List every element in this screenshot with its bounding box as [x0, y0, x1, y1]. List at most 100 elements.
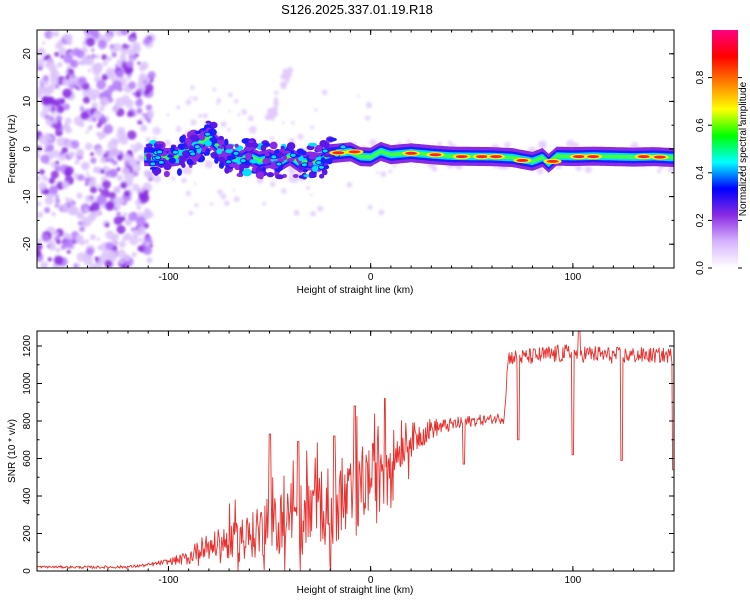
ridge-blob — [193, 144, 201, 150]
noise-blob — [127, 44, 131, 48]
noise-blob — [132, 183, 140, 192]
ridge-blob — [204, 131, 211, 137]
noise-blob — [96, 184, 100, 188]
noise-blob — [75, 148, 84, 157]
noise-blob — [91, 48, 95, 52]
noise-blob — [64, 170, 71, 177]
noise-blob — [145, 104, 153, 111]
noise-blob — [126, 60, 134, 69]
noise-blob — [103, 124, 114, 134]
noise-blob — [281, 188, 287, 194]
noise-blob — [376, 171, 380, 175]
noise-blob — [132, 91, 136, 96]
noise-blob — [216, 102, 219, 106]
noise-blob — [237, 113, 241, 117]
noise-blob — [262, 201, 266, 206]
ridge-blob — [146, 153, 152, 162]
noise-blob — [388, 169, 393, 174]
noise-blob — [101, 54, 108, 61]
noise-blob — [41, 233, 50, 242]
noise-blob — [123, 212, 128, 217]
ridge-blob — [234, 143, 239, 148]
ridge-blob — [308, 142, 317, 147]
snr-ylabel: SNR (10 * v/v) — [7, 419, 18, 483]
ridge-blob — [232, 150, 240, 156]
x-tick-label: -100 — [158, 575, 178, 586]
noise-blob — [140, 117, 144, 121]
noise-blob — [136, 107, 143, 114]
noise-blob — [128, 221, 132, 225]
noise-blob — [241, 108, 248, 115]
noise-blob — [125, 221, 129, 226]
ridge-blob — [236, 156, 243, 165]
noise-blob — [584, 165, 592, 174]
noise-blob — [84, 208, 89, 213]
noise-blob — [93, 62, 103, 73]
noise-blob — [116, 174, 124, 182]
noise-blob — [138, 237, 144, 243]
snr-frame — [36, 330, 675, 572]
ridge-blob — [179, 135, 186, 144]
noise-blob — [37, 243, 43, 251]
noise-blob — [310, 125, 314, 130]
noise-blob — [63, 54, 73, 64]
noise-blob — [281, 121, 285, 125]
ridge-blob — [286, 142, 296, 150]
noise-blob — [86, 174, 91, 179]
noise-blob — [149, 244, 153, 248]
noise-blob — [78, 121, 85, 128]
noise-blob — [119, 54, 127, 61]
noise-blob — [123, 190, 131, 197]
noise-blob — [42, 75, 49, 82]
noise-blob — [61, 181, 69, 189]
ridge-blob — [308, 154, 317, 160]
noise-blob — [60, 54, 64, 59]
noise-blob — [369, 138, 377, 147]
y-tick-label: 200 — [22, 525, 33, 542]
noise-blob — [152, 137, 157, 141]
noise-blob — [98, 187, 102, 192]
ridge-blob — [225, 159, 233, 165]
noise-blob — [190, 85, 195, 90]
noise-blob — [282, 85, 286, 90]
noise-blob — [79, 106, 85, 112]
noise-blob — [89, 186, 98, 194]
noise-blob — [119, 135, 129, 145]
noise-blob — [127, 130, 137, 140]
noise-blob — [74, 234, 84, 244]
ridge-blob — [149, 166, 157, 171]
noise-blob — [52, 30, 60, 38]
noise-blob — [55, 42, 62, 50]
ridge-blobs — [144, 120, 347, 180]
noise-blob — [227, 109, 231, 113]
ridge-blob — [199, 131, 205, 139]
noise-blob — [61, 146, 69, 154]
noise-blob — [233, 98, 239, 104]
noise-blob — [112, 80, 123, 91]
noise-blob — [248, 125, 257, 134]
noise-blob — [95, 132, 101, 137]
noise-blob — [54, 51, 60, 57]
noise-blob — [56, 105, 65, 114]
ridge-blob — [245, 153, 253, 159]
noise-blob — [109, 157, 115, 164]
noise-blob — [139, 193, 150, 203]
noise-blob — [233, 196, 240, 203]
noise-blob — [138, 64, 146, 72]
figure-title: S126.2025.337.01.19.R18 — [281, 2, 433, 17]
ridge-blob — [269, 141, 278, 150]
ridge-blob — [319, 173, 325, 179]
noise-blob — [109, 148, 120, 159]
ridge-blob — [239, 158, 247, 164]
ridge-blob — [236, 172, 242, 177]
noise-blob — [380, 171, 387, 178]
spectrogram-plot — [37, 30, 674, 268]
noise-blob — [77, 220, 83, 226]
noise-blob — [99, 132, 106, 139]
noise-blob — [62, 88, 73, 99]
noise-blob — [111, 106, 119, 113]
noise-blob — [68, 151, 76, 158]
noise-blob — [109, 169, 118, 178]
noise-blob — [105, 70, 115, 80]
